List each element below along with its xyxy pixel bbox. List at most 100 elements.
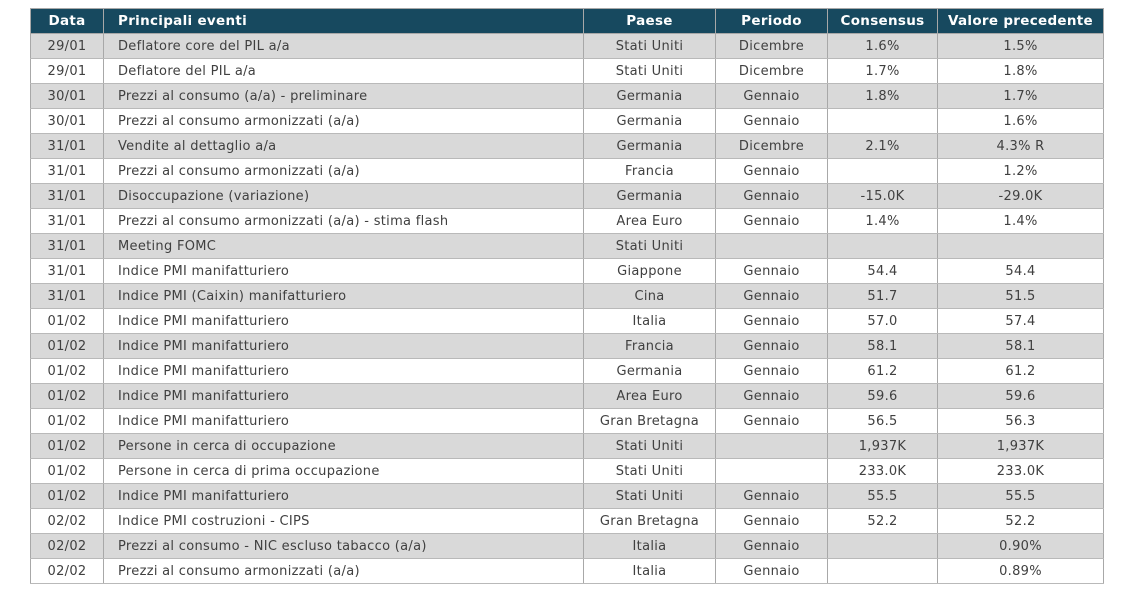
cell-periodo: Gennaio [715, 408, 828, 434]
cell-periodo: Gennaio [715, 508, 828, 534]
cell-data: 01/02 [30, 408, 104, 434]
table-row: 29/01 Deflatore del PIL a/a Stati Uniti … [30, 58, 1104, 84]
cell-consensus: 2.1% [827, 133, 938, 159]
economic-calendar: Data Principali eventi Paese Periodo Con… [30, 8, 1104, 584]
cell-paese: Germania [583, 133, 716, 159]
cell-valore-precedente: 1.8% [937, 58, 1104, 84]
table-row: 01/02 Indice PMI manifatturiero Italia G… [30, 308, 1104, 334]
table-row: 31/01 Indice PMI (Caixin) manifatturiero… [30, 283, 1104, 309]
cell-paese: Area Euro [583, 383, 716, 409]
cell-valore-precedente: 59.6 [937, 383, 1104, 409]
cell-principali-eventi: Meeting FOMC [103, 233, 584, 259]
cell-paese: Stati Uniti [583, 233, 716, 259]
cell-principali-eventi: Prezzi al consumo armonizzati (a/a) - st… [103, 208, 584, 234]
cell-principali-eventi: Indice PMI costruzioni - CIPS [103, 508, 584, 534]
table-row: 31/01 Vendite al dettaglio a/a Germania … [30, 133, 1104, 159]
cell-periodo: Gennaio [715, 83, 828, 109]
cell-principali-eventi: Indice PMI manifatturiero [103, 383, 584, 409]
cell-data: 01/02 [30, 383, 104, 409]
cell-principali-eventi: Deflatore del PIL a/a [103, 58, 584, 84]
cell-periodo: Dicembre [715, 58, 828, 84]
cell-data: 01/02 [30, 308, 104, 334]
column-header-data: Data [30, 8, 104, 34]
cell-valore-precedente: 0.89% [937, 558, 1104, 584]
cell-data: 29/01 [30, 33, 104, 59]
cell-consensus: 233.0K [827, 458, 938, 484]
cell-valore-precedente: 1.7% [937, 83, 1104, 109]
cell-principali-eventi: Indice PMI manifatturiero [103, 333, 584, 359]
cell-periodo: Dicembre [715, 133, 828, 159]
table-row: 01/02 Indice PMI manifatturiero Stati Un… [30, 483, 1104, 509]
cell-valore-precedente: 1.5% [937, 33, 1104, 59]
table-body: 29/01 Deflatore core del PIL a/a Stati U… [30, 33, 1104, 584]
cell-periodo: Gennaio [715, 358, 828, 384]
cell-principali-eventi: Deflatore core del PIL a/a [103, 33, 584, 59]
cell-consensus: 55.5 [827, 483, 938, 509]
cell-data: 01/02 [30, 458, 104, 484]
table-row: 31/01 Indice PMI manifatturiero Giappone… [30, 258, 1104, 284]
table-row: 31/01 Disoccupazione (variazione) German… [30, 183, 1104, 209]
table-row: 31/01 Prezzi al consumo armonizzati (a/a… [30, 208, 1104, 234]
cell-paese: Gran Bretagna [583, 508, 716, 534]
cell-periodo: Gennaio [715, 108, 828, 134]
cell-paese: Gran Bretagna [583, 408, 716, 434]
cell-consensus: 1.8% [827, 83, 938, 109]
cell-data: 31/01 [30, 283, 104, 309]
table-row: 01/02 Indice PMI manifatturiero Area Eur… [30, 383, 1104, 409]
cell-periodo: Gennaio [715, 208, 828, 234]
cell-valore-precedente: 55.5 [937, 483, 1104, 509]
cell-valore-precedente [937, 233, 1104, 259]
table-row: 01/02 Persone in cerca di prima occupazi… [30, 458, 1104, 484]
cell-paese: Giappone [583, 258, 716, 284]
table-row: 01/02 Indice PMI manifatturiero Francia … [30, 333, 1104, 359]
cell-consensus: 58.1 [827, 333, 938, 359]
cell-data: 31/01 [30, 158, 104, 184]
cell-paese: Stati Uniti [583, 458, 716, 484]
cell-data: 31/01 [30, 133, 104, 159]
cell-valore-precedente: 57.4 [937, 308, 1104, 334]
cell-valore-precedente: 1,937K [937, 433, 1104, 459]
table-row: 02/02 Indice PMI costruzioni - CIPS Gran… [30, 508, 1104, 534]
cell-paese: Stati Uniti [583, 483, 716, 509]
table-header: Data Principali eventi Paese Periodo Con… [30, 8, 1104, 34]
economic-calendar-table: Data Principali eventi Paese Periodo Con… [30, 8, 1104, 584]
table-row: 01/02 Persone in cerca di occupazione St… [30, 433, 1104, 459]
cell-principali-eventi: Indice PMI manifatturiero [103, 483, 584, 509]
cell-paese: Cina [583, 283, 716, 309]
cell-periodo [715, 233, 828, 259]
cell-periodo: Gennaio [715, 333, 828, 359]
cell-paese: Stati Uniti [583, 33, 716, 59]
cell-paese: Italia [583, 308, 716, 334]
cell-paese: Italia [583, 533, 716, 559]
cell-paese: Italia [583, 558, 716, 584]
column-header-valore-precedente: Valore precedente [937, 8, 1104, 34]
cell-periodo [715, 458, 828, 484]
cell-valore-precedente: 58.1 [937, 333, 1104, 359]
cell-paese: Francia [583, 333, 716, 359]
cell-periodo: Gennaio [715, 533, 828, 559]
table-row: 31/01 Prezzi al consumo armonizzati (a/a… [30, 158, 1104, 184]
cell-data: 31/01 [30, 208, 104, 234]
cell-consensus [827, 533, 938, 559]
cell-valore-precedente: 1.2% [937, 158, 1104, 184]
cell-paese: Germania [583, 358, 716, 384]
cell-principali-eventi: Prezzi al consumo (a/a) - preliminare [103, 83, 584, 109]
cell-paese: Stati Uniti [583, 58, 716, 84]
cell-principali-eventi: Prezzi al consumo armonizzati (a/a) [103, 158, 584, 184]
cell-consensus: 61.2 [827, 358, 938, 384]
cell-periodo: Gennaio [715, 183, 828, 209]
cell-data: 31/01 [30, 183, 104, 209]
cell-periodo [715, 433, 828, 459]
table-row: 30/01 Prezzi al consumo (a/a) - prelimin… [30, 83, 1104, 109]
cell-principali-eventi: Disoccupazione (variazione) [103, 183, 584, 209]
cell-periodo: Gennaio [715, 308, 828, 334]
column-header-principali-eventi: Principali eventi [103, 8, 584, 34]
column-header-periodo: Periodo [715, 8, 828, 34]
cell-consensus: 1.4% [827, 208, 938, 234]
cell-periodo: Gennaio [715, 383, 828, 409]
table-row: 31/01 Meeting FOMC Stati Uniti [30, 233, 1104, 259]
cell-valore-precedente: 233.0K [937, 458, 1104, 484]
table-row: 01/02 Indice PMI manifatturiero Germania… [30, 358, 1104, 384]
cell-periodo: Gennaio [715, 158, 828, 184]
cell-paese: Germania [583, 183, 716, 209]
